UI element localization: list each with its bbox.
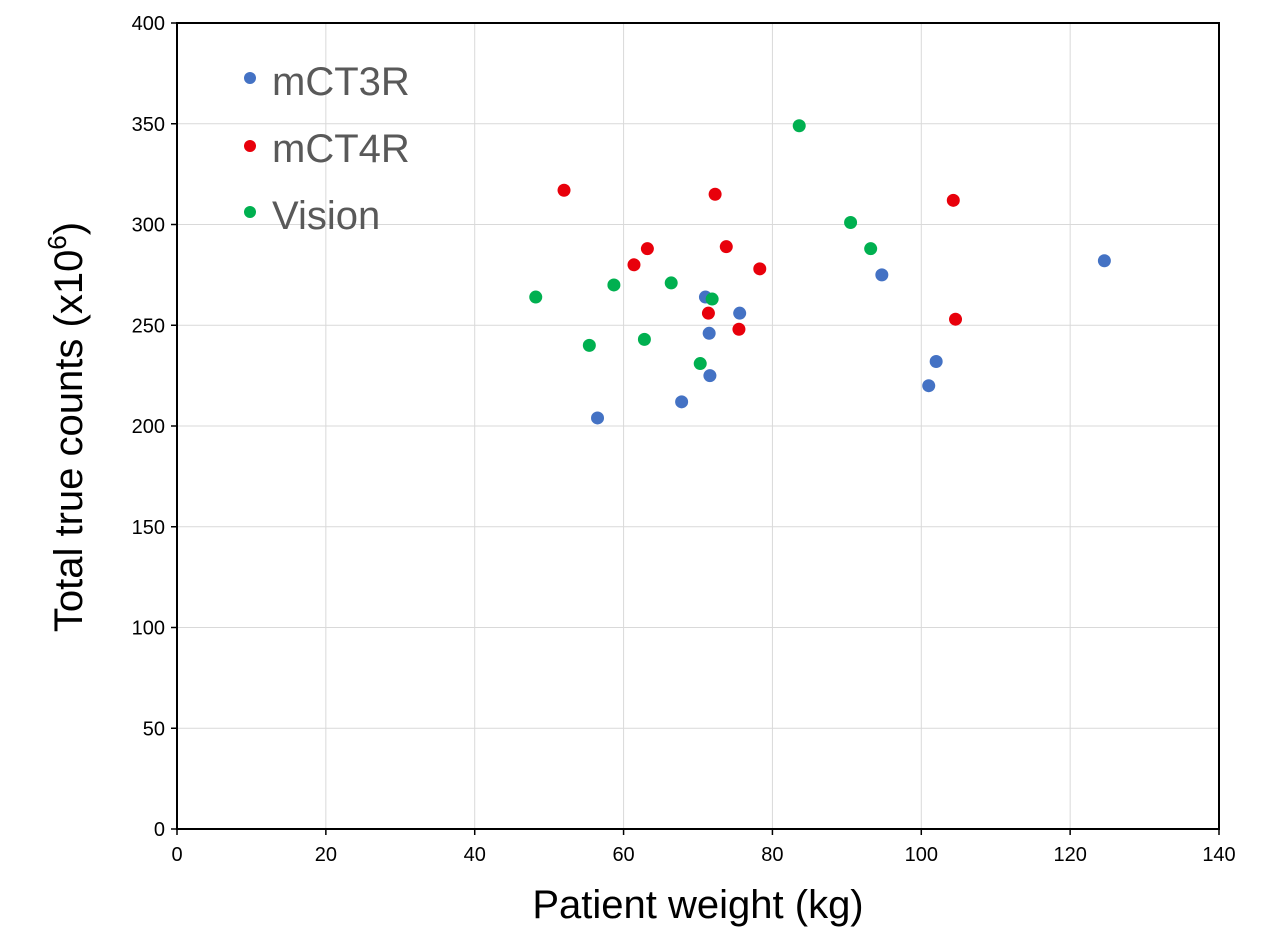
point-Vision-4 (664, 276, 678, 290)
legend-label-mCT4R: mCT4R (272, 127, 410, 171)
y-tick-label-400: 400 (132, 13, 165, 35)
legend-marker-mCT3R (244, 72, 256, 84)
data-points (529, 119, 1111, 425)
point-mCT4R-4 (708, 187, 722, 201)
point-mCT3R-7 (922, 379, 936, 393)
point-mCT3R-6 (875, 268, 889, 282)
y-axis-title-main: Total true counts (x10 (47, 250, 91, 632)
x-tick-label-0: 0 (171, 844, 182, 866)
y-tick-label-300: 300 (132, 215, 165, 237)
point-mCT4R-1 (627, 258, 641, 272)
y-axis-title-superscript: 6 (42, 235, 72, 249)
legend: mCT3R mCT4R Vision (244, 60, 410, 238)
point-mCT4R-0 (557, 183, 571, 197)
point-Vision-9 (864, 242, 878, 256)
y-tick-label-350: 350 (132, 114, 165, 136)
y-tick-label-0: 0 (154, 819, 165, 841)
legend-marker-mCT4R (244, 140, 256, 152)
point-Vision-5 (693, 357, 707, 371)
point-mCT4R-9 (949, 312, 963, 326)
point-Vision-2 (607, 278, 621, 292)
point-mCT3R-4 (703, 369, 717, 383)
point-mCT3R-9 (1097, 254, 1111, 268)
gridlines (177, 22, 1220, 829)
x-tick-label-80: 80 (761, 844, 783, 866)
point-mCT4R-6 (732, 322, 746, 336)
point-mCT4R-8 (946, 193, 960, 207)
y-tick-label-250: 250 (132, 315, 165, 337)
y-tick-label-150: 150 (132, 517, 165, 539)
point-mCT3R-0 (591, 411, 605, 425)
legend-label-Vision: Vision (272, 194, 380, 238)
x-tick-label-20: 20 (315, 844, 337, 866)
x-tick-label-100: 100 (905, 844, 938, 866)
legend-label-mCT3R: mCT3R (272, 60, 410, 104)
point-mCT3R-1 (675, 395, 689, 409)
point-Vision-3 (637, 332, 651, 346)
point-Vision-0 (529, 290, 543, 304)
legend-marker-Vision (244, 206, 256, 218)
axes: 0 20 40 60 80 100 120 140 0 50 100 150 200 250 300 350 4… (132, 13, 1236, 866)
x-tick-label-40: 40 (464, 844, 486, 866)
point-mCT3R-8 (929, 355, 943, 369)
x-tick-label-120: 120 (1053, 844, 1086, 866)
y-tick-label-200: 200 (132, 416, 165, 438)
point-Vision-1 (582, 338, 596, 352)
x-axis-title: Patient weight (kg) (532, 883, 863, 927)
point-mCT4R-5 (719, 240, 733, 254)
point-mCT3R-3 (702, 326, 716, 340)
point-Vision-6 (705, 292, 719, 306)
y-tick-label-50: 50 (143, 718, 165, 740)
x-tick-label-60: 60 (612, 844, 634, 866)
y-axis-title: Total true counts (x106) (42, 222, 91, 632)
point-mCT4R-2 (640, 242, 654, 256)
point-mCT4R-7 (753, 262, 767, 276)
point-Vision-8 (844, 215, 858, 229)
x-tick-label-140: 140 (1202, 844, 1235, 866)
point-mCT4R-3 (701, 306, 715, 320)
y-axis-title-end: ) (47, 222, 91, 235)
y-tick-label-100: 100 (132, 618, 165, 640)
point-Vision-7 (792, 119, 806, 133)
point-mCT3R-5 (733, 306, 747, 320)
